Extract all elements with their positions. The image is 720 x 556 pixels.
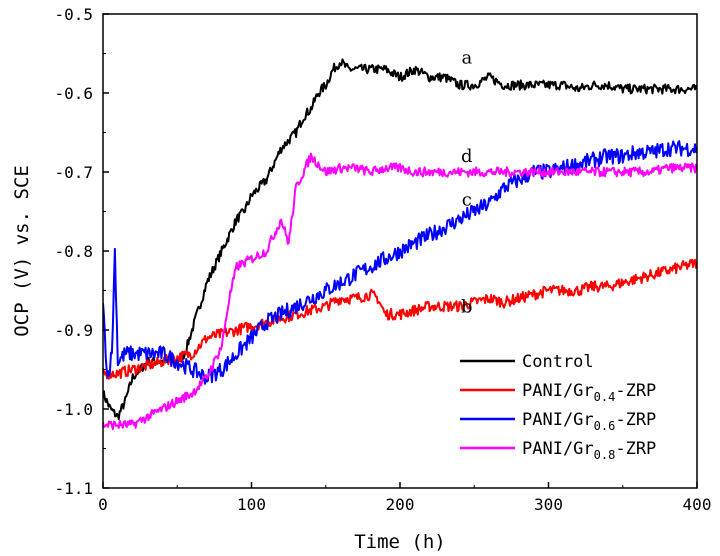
x-tick-label: 0: [98, 495, 108, 514]
x-tick-label: 200: [386, 495, 415, 514]
x-tick-label: 400: [683, 495, 712, 514]
series-line-b: [103, 258, 697, 380]
y-tick-label: -0.9: [54, 321, 93, 340]
legend: Control PANI/Gr0.4-ZRP PANI/Gr0.6-ZRP PANI/…: [460, 352, 656, 462]
curve-label-b: b: [461, 296, 473, 317]
y-tick-label: -0.8: [54, 242, 93, 261]
curve-label-a: a: [461, 47, 472, 68]
legend-entry: PANI/Gr0.4-ZRP: [522, 381, 656, 404]
y-tick-label: -1.0: [54, 400, 93, 419]
curve-label-c: c: [462, 190, 472, 211]
y-tick-label: -0.7: [54, 163, 93, 182]
series-line-c: [103, 140, 697, 385]
y-axis-title: OCP (V) vs. SCE: [11, 165, 33, 337]
x-axis-title: Time (h): [354, 531, 446, 553]
x-tick-label: 300: [534, 495, 563, 514]
x-tick-label: 100: [237, 495, 266, 514]
y-tick-label: -0.6: [54, 84, 93, 103]
series-line-d: [103, 152, 697, 431]
curve-label-d: d: [461, 146, 473, 167]
legend-entry: PANI/Gr0.6-ZRP: [522, 410, 656, 433]
y-tick-label: -0.5: [54, 5, 93, 24]
legend-entry: Control: [522, 352, 594, 372]
y-tick-label: -1.1: [54, 479, 93, 498]
series-line-a: [103, 58, 697, 421]
legend-entry: PANI/Gr0.8-ZRP: [522, 439, 656, 462]
